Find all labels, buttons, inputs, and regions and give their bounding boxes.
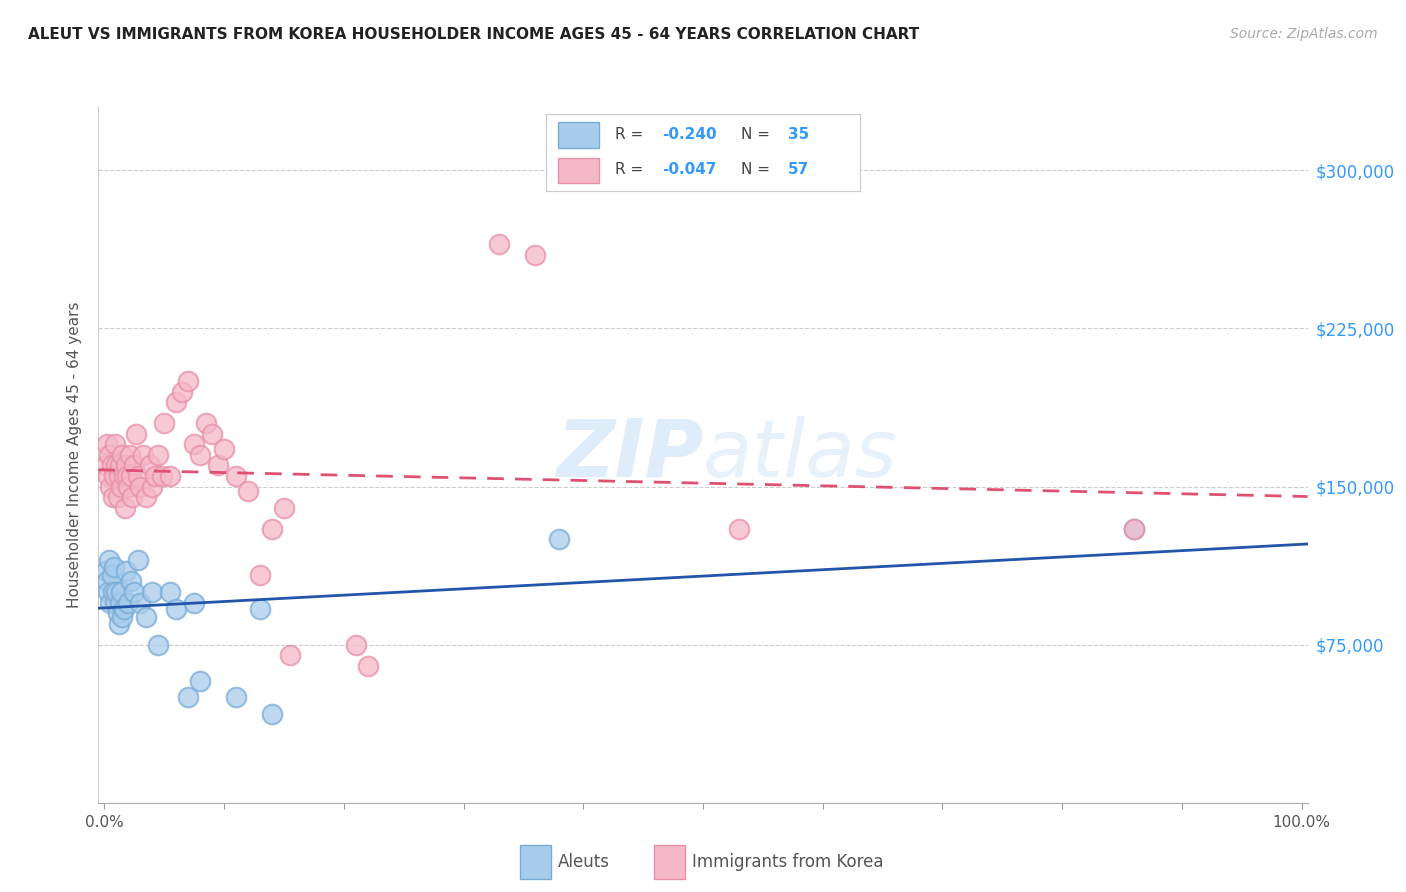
Point [260, 522, 283, 536]
Point [124, 458, 146, 473]
Point [188, 448, 211, 462]
Point [118, 448, 141, 462]
Point [728, 522, 751, 536]
Point [111, 448, 134, 462]
Point [110, 585, 132, 599]
Point [195, 417, 218, 431]
Point [112, 602, 135, 616]
Point [177, 690, 200, 705]
Text: atlas: atlas [703, 416, 898, 494]
Point [110, 479, 132, 493]
Point [135, 610, 157, 624]
Point [100, 568, 122, 582]
Point [101, 490, 124, 504]
Point [114, 500, 136, 515]
Point [104, 437, 127, 451]
Point [177, 374, 200, 388]
Point [357, 658, 380, 673]
Point [135, 490, 157, 504]
Point [207, 458, 229, 473]
Point [153, 417, 176, 431]
Point [165, 602, 187, 616]
Point [225, 469, 247, 483]
Point [344, 638, 367, 652]
Point [183, 595, 205, 609]
Point [107, 469, 129, 483]
Point [260, 707, 283, 722]
Point [124, 585, 146, 599]
Point [107, 616, 129, 631]
Point [249, 568, 271, 582]
Point [100, 479, 122, 493]
Point [129, 479, 152, 493]
Point [201, 426, 224, 441]
Point [115, 469, 138, 483]
Text: ZIP: ZIP [555, 416, 703, 494]
Point [103, 469, 125, 483]
Point [97, 585, 120, 599]
Point [104, 595, 127, 609]
Point [111, 610, 134, 624]
Point [115, 458, 138, 473]
Point [172, 384, 194, 399]
Point [120, 574, 142, 589]
Y-axis label: Householder Income Ages 45 - 64 years: Householder Income Ages 45 - 64 years [67, 301, 83, 608]
Point [101, 585, 124, 599]
Point [107, 490, 129, 504]
Point [121, 490, 143, 504]
Point [127, 553, 149, 567]
Point [117, 479, 139, 493]
Point [97, 469, 120, 483]
Point [236, 483, 259, 498]
Text: Source: ZipAtlas.com: Source: ZipAtlas.com [1230, 27, 1378, 41]
Point [148, 638, 170, 652]
Text: Aleuts: Aleuts [558, 853, 610, 871]
Point [212, 442, 235, 456]
Point [1123, 522, 1146, 536]
Point [129, 595, 152, 609]
Point [139, 458, 162, 473]
Point [105, 458, 128, 473]
Point [108, 458, 131, 473]
Point [278, 648, 301, 663]
Point [165, 395, 187, 409]
Point [94, 564, 117, 578]
Point [143, 469, 166, 483]
Point [120, 469, 142, 483]
Point [100, 458, 122, 473]
Point [548, 533, 571, 547]
Point [96, 574, 118, 589]
Point [488, 237, 510, 252]
Point [148, 448, 170, 462]
Point [141, 479, 163, 493]
Point [141, 585, 163, 599]
Point [1123, 522, 1146, 536]
Point [249, 602, 271, 616]
Point [107, 606, 129, 620]
Point [273, 500, 295, 515]
Point [225, 690, 247, 705]
Point [112, 469, 135, 483]
Point [98, 553, 121, 567]
Point [132, 448, 155, 462]
Point [117, 595, 139, 609]
Point [150, 469, 173, 483]
Text: ALEUT VS IMMIGRANTS FROM KOREA HOUSEHOLDER INCOME AGES 45 - 64 YEARS CORRELATION: ALEUT VS IMMIGRANTS FROM KOREA HOUSEHOLD… [28, 27, 920, 42]
Point [159, 585, 181, 599]
Point [124, 426, 146, 441]
Point [108, 595, 131, 609]
Point [524, 247, 547, 261]
Point [94, 458, 117, 473]
Point [115, 564, 138, 578]
Point [103, 559, 125, 574]
Point [96, 437, 118, 451]
Point [127, 469, 149, 483]
Point [98, 448, 121, 462]
Point [159, 469, 181, 483]
Point [100, 595, 122, 609]
Point [188, 673, 211, 688]
Point [183, 437, 205, 451]
Point [105, 585, 128, 599]
Text: Immigrants from Korea: Immigrants from Korea [692, 853, 883, 871]
